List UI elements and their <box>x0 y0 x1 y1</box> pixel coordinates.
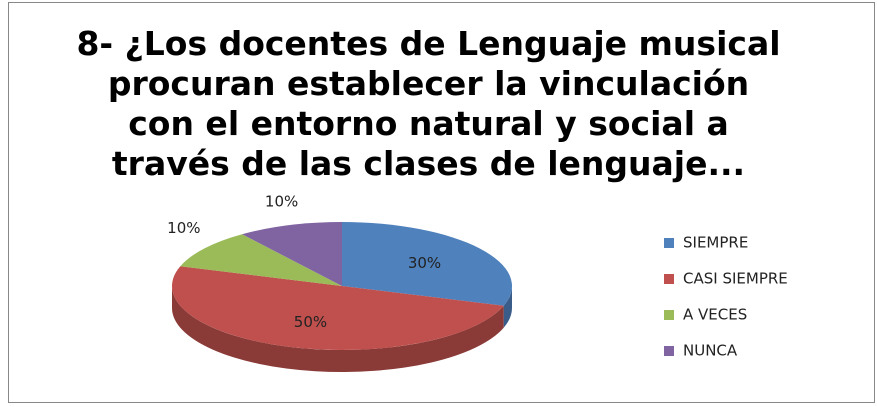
legend-label: A VECES <box>683 306 747 324</box>
chart-border <box>8 2 875 403</box>
data-label: 30% <box>408 254 441 272</box>
legend-swatch <box>664 310 674 320</box>
legend-swatch <box>664 238 674 248</box>
slice-side <box>172 286 504 372</box>
data-label: 50% <box>294 313 327 331</box>
data-label: 10% <box>265 193 298 211</box>
slice <box>180 234 342 286</box>
slice <box>242 222 342 286</box>
chart-title: 8- ¿Los docentes de Lenguaje musical pro… <box>76 24 781 183</box>
slice <box>342 222 512 306</box>
legend-swatch <box>664 346 674 356</box>
legend-label: SIEMPRE <box>683 234 748 252</box>
data-label: 10% <box>167 219 200 237</box>
legend-label: NUNCA <box>683 342 738 360</box>
slice <box>171 266 504 350</box>
legend-swatch <box>664 274 674 284</box>
slice-side <box>503 286 512 328</box>
legend-label: CASI SIEMPRE <box>683 270 788 288</box>
